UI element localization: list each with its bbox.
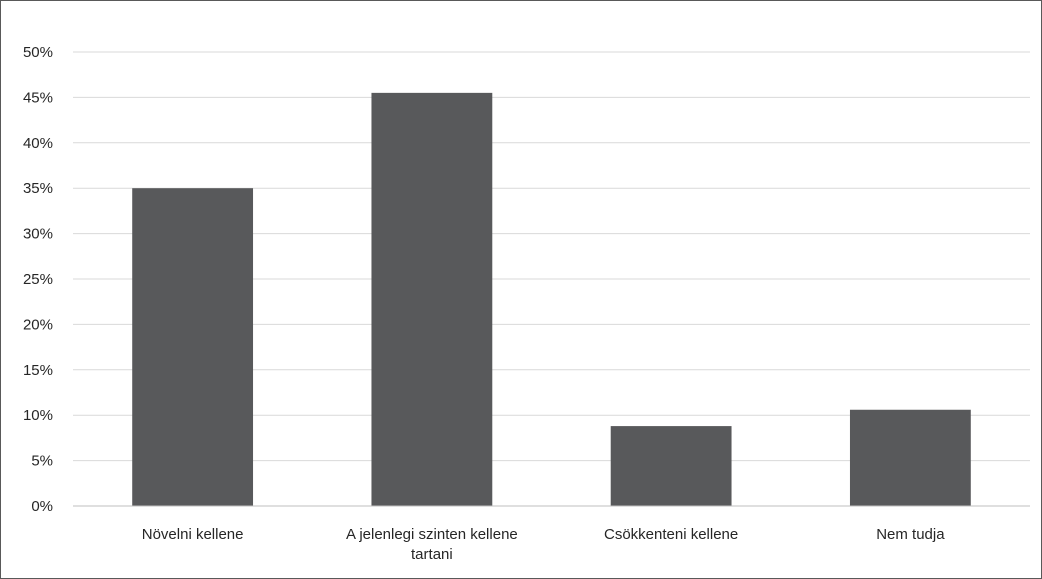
y-tick-label: 10% [23,407,53,424]
y-tick-label: 40% [23,135,53,152]
y-tick-label: 45% [23,89,53,106]
y-tick-label: 15% [23,362,53,379]
y-tick-label: 35% [23,180,53,197]
bar [132,188,254,506]
y-tick-label: 25% [23,271,53,288]
y-tick-label: 20% [23,316,53,333]
x-category-label-line: Növelni kellene [142,526,244,543]
y-tick-label: 30% [23,226,53,243]
bar [371,92,493,507]
x-category-label: Növelni kellene [142,526,244,543]
x-category-label-line: Nem tudja [876,526,945,543]
bar [610,426,732,506]
x-category-label: A jelenlegi szinten kellene tartani [346,526,518,563]
x-category-label-line: A jelenlegi szinten kellene [346,526,518,543]
y-tick-label: 5% [31,453,53,470]
y-tick-label: 0% [31,498,53,515]
x-category-label: Nem tudja [876,526,945,543]
bar [849,409,971,506]
x-category-label-line: Csökkenteni kellene [604,526,738,543]
x-category-label-line: tartani [411,546,453,563]
y-tick-label: 50% [23,44,53,61]
x-category-label: Csökkenteni kellene [604,526,738,543]
